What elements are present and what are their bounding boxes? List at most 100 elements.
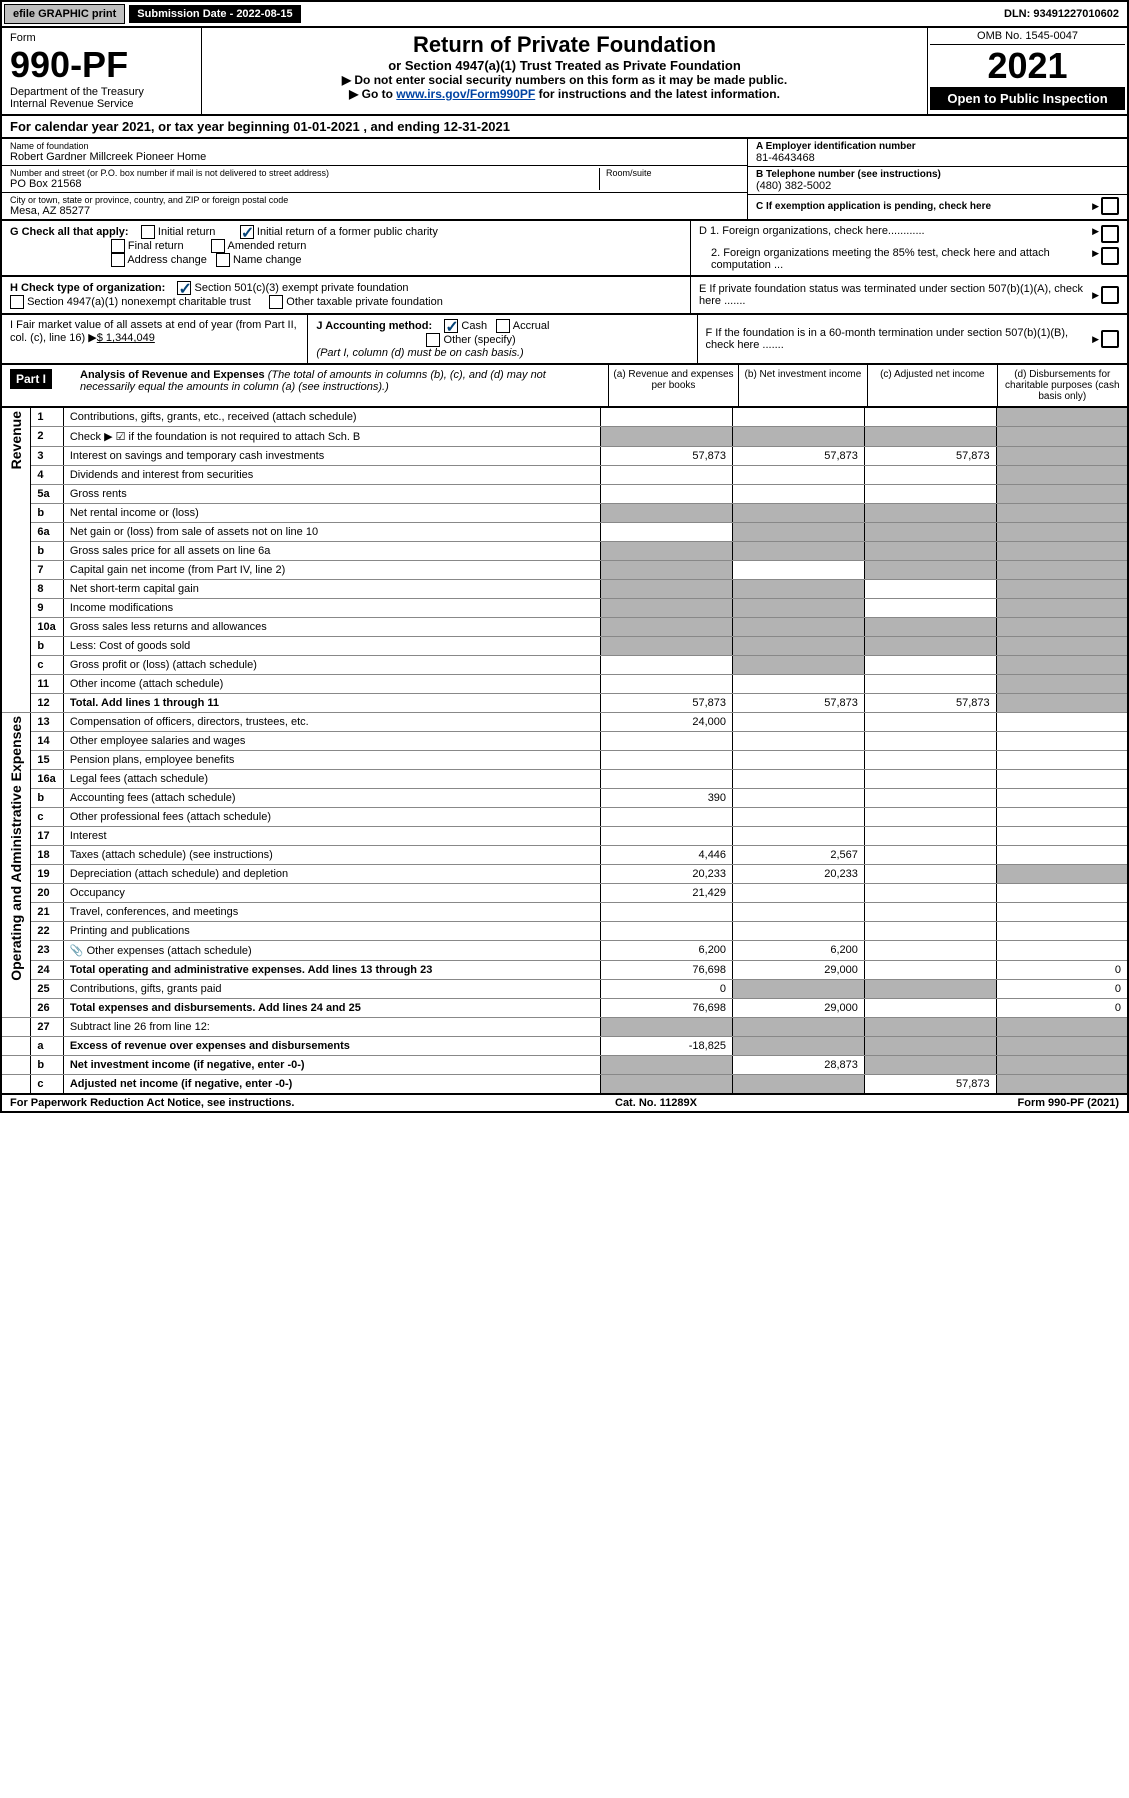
amount-cell [601, 523, 733, 542]
address-change-checkbox[interactable] [111, 253, 125, 267]
line-number: 10a [31, 618, 63, 637]
line-description: Excess of revenue over expenses and disb… [63, 1037, 600, 1056]
d2-checkbox[interactable] [1101, 247, 1119, 265]
open-to-public: Open to Public Inspection [930, 87, 1125, 110]
amount-cell [864, 941, 996, 961]
revenue-side-label: Revenue [8, 411, 24, 469]
amount-cell [864, 1037, 996, 1056]
name-change-label: Name change [233, 254, 302, 266]
room-label: Room/suite [606, 168, 739, 178]
initial-former-checkbox[interactable] [240, 225, 254, 239]
amount-cell [996, 941, 1128, 961]
amount-cell [864, 466, 996, 485]
arrow-icon [1092, 247, 1101, 271]
line-description: Adjusted net income (if negative, enter … [63, 1075, 600, 1095]
city-state-zip: Mesa, AZ 85277 [10, 205, 739, 217]
initial-return-checkbox[interactable] [141, 225, 155, 239]
amount-cell [864, 980, 996, 999]
other-taxable-checkbox[interactable] [269, 295, 283, 309]
amount-cell [864, 961, 996, 980]
e-checkbox[interactable] [1101, 286, 1119, 304]
line-number: 14 [31, 732, 63, 751]
line-number: 1 [31, 408, 63, 427]
line-description: Net gain or (loss) from sale of assets n… [63, 523, 600, 542]
other-method-checkbox[interactable] [426, 333, 440, 347]
amount-cell: 6,200 [601, 941, 733, 961]
line-number: 2 [31, 427, 63, 447]
table-row: 20Occupancy21,429 [1, 884, 1128, 903]
table-row: 24Total operating and administrative exp… [1, 961, 1128, 980]
amount-cell [733, 884, 865, 903]
accrual-checkbox[interactable] [496, 319, 510, 333]
efile-print-button[interactable]: efile GRAPHIC print [4, 4, 125, 24]
amount-cell [601, 922, 733, 941]
amount-cell [996, 466, 1128, 485]
table-row: 2Check ▶ ☑ if the foundation is not requ… [1, 427, 1128, 447]
table-row: 19Depreciation (attach schedule) and dep… [1, 865, 1128, 884]
501c3-label: Section 501(c)(3) exempt private foundat… [195, 282, 409, 294]
table-row: 3Interest on savings and temporary cash … [1, 447, 1128, 466]
amount-cell [733, 504, 865, 523]
g-label: G Check all that apply: [10, 226, 129, 238]
amended-return-checkbox[interactable] [211, 239, 225, 253]
amount-cell: 28,873 [733, 1056, 865, 1075]
table-row: bNet investment income (if negative, ent… [1, 1056, 1128, 1075]
name-change-checkbox[interactable] [216, 253, 230, 267]
arrow-icon [1092, 225, 1101, 243]
line-number: 23 [31, 941, 63, 961]
amount-cell [864, 1056, 996, 1075]
table-row: 17Interest [1, 827, 1128, 846]
line-description: Other professional fees (attach schedule… [63, 808, 600, 827]
exemption-pending-checkbox[interactable] [1101, 197, 1119, 215]
line-number: 11 [31, 675, 63, 694]
line-description: Check ▶ ☑ if the foundation is not requi… [63, 427, 600, 447]
amount-cell [733, 789, 865, 808]
amount-cell [864, 427, 996, 447]
table-row: 18Taxes (attach schedule) (see instructi… [1, 846, 1128, 865]
amount-cell: 57,873 [864, 694, 996, 713]
form990pf-link[interactable]: www.irs.gov/Form990PF [396, 87, 535, 101]
amount-cell [733, 770, 865, 789]
f-checkbox[interactable] [1101, 330, 1119, 348]
table-row: aExcess of revenue over expenses and dis… [1, 1037, 1128, 1056]
amount-cell [996, 504, 1128, 523]
amount-cell [864, 656, 996, 675]
line-description: Legal fees (attach schedule) [63, 770, 600, 789]
amount-cell [601, 599, 733, 618]
amount-cell [733, 427, 865, 447]
501c3-checkbox[interactable] [177, 281, 191, 295]
line-number: 16a [31, 770, 63, 789]
cash-checkbox[interactable] [444, 319, 458, 333]
final-return-checkbox[interactable] [111, 239, 125, 253]
table-row: 15Pension plans, employee benefits [1, 751, 1128, 770]
line-number: 15 [31, 751, 63, 770]
amount-cell [864, 846, 996, 865]
section-i-j-f: I Fair market value of all assets at end… [0, 315, 1129, 365]
address-change-label: Address change [127, 254, 207, 266]
amount-cell [733, 903, 865, 922]
fmv-value: $ 1,344,049 [97, 332, 155, 344]
amount-cell [733, 1075, 865, 1095]
amount-cell [996, 561, 1128, 580]
table-row: 16aLegal fees (attach schedule) [1, 770, 1128, 789]
table-row: bAccounting fees (attach schedule)390 [1, 789, 1128, 808]
line-number: 12 [31, 694, 63, 713]
g-line: G Check all that apply: Initial return I… [10, 225, 682, 267]
omb-number: OMB No. 1545-0047 [930, 30, 1125, 45]
table-row: 22Printing and publications [1, 922, 1128, 941]
part1-title: Analysis of Revenue and Expenses [80, 369, 265, 381]
amount-cell [601, 903, 733, 922]
amount-cell [996, 1056, 1128, 1075]
form-label: Form [10, 32, 193, 44]
other-taxable-label: Other taxable private foundation [286, 296, 443, 308]
d1-checkbox[interactable] [1101, 225, 1119, 243]
table-row: bNet rental income or (loss) [1, 504, 1128, 523]
section-g-d: G Check all that apply: Initial return I… [0, 221, 1129, 277]
amount-cell [864, 865, 996, 884]
4947-checkbox[interactable] [10, 295, 24, 309]
line-number: 9 [31, 599, 63, 618]
amount-cell [733, 808, 865, 827]
table-row: 4Dividends and interest from securities [1, 466, 1128, 485]
amount-cell [996, 827, 1128, 846]
amount-cell [864, 999, 996, 1018]
